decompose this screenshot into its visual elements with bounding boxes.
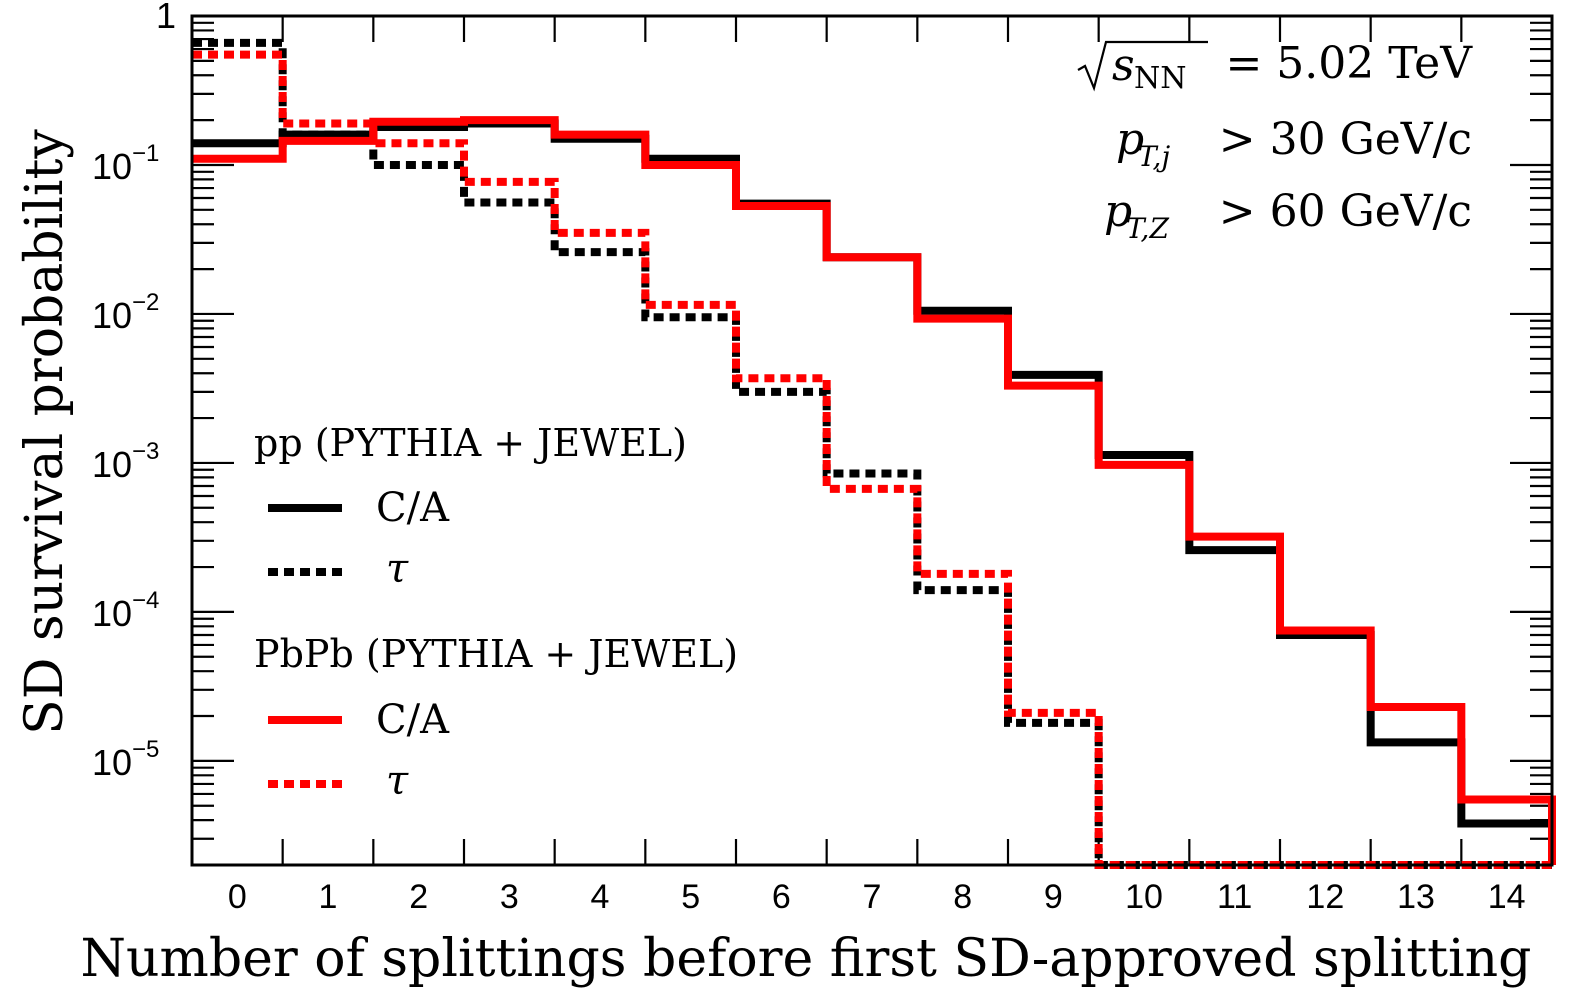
x-tick-label: 6 bbox=[772, 878, 791, 916]
annotation-sqrt-s-value: = 5.02 TeV bbox=[1225, 38, 1473, 89]
annotation-pt-z-symbol: p bbox=[1104, 186, 1132, 237]
x-tick-label: 2 bbox=[409, 878, 428, 916]
x-axis-label: Number of splittings before first SD-app… bbox=[81, 929, 1532, 989]
y-tick-label-exponent: −4 bbox=[132, 587, 159, 614]
legend-label-pbpb-ca: C/A bbox=[376, 697, 450, 743]
plot-frame bbox=[190, 14, 1554, 867]
y-tick-labels: 110−110−210−310−410−5 bbox=[92, 0, 176, 783]
x-tick-label: 14 bbox=[1488, 878, 1526, 916]
annotation-pt-jet-value: > 30 GeV/c bbox=[1219, 114, 1472, 165]
x-tick-label: 7 bbox=[863, 878, 882, 916]
x-tick-label: 0 bbox=[228, 878, 247, 916]
y-tick-label: 10 bbox=[92, 146, 132, 187]
legend-label-pp-ca: C/A bbox=[376, 485, 450, 531]
legend-label-pbpb-tau: τ bbox=[386, 758, 409, 804]
legend-group-title-pbpb: PbPb (PYTHIA + JEWEL) bbox=[254, 632, 738, 676]
x-tick-label: 8 bbox=[953, 878, 972, 916]
y-tick-label-exponent: −1 bbox=[132, 140, 159, 167]
legend-label-pp-tau: τ bbox=[386, 546, 409, 592]
legend: pp (PYTHIA + JEWEL) C/A τ PbPb (PYTHIA +… bbox=[254, 421, 738, 804]
x-tick-label: 10 bbox=[1125, 878, 1163, 916]
annotation-pt-z-value: > 60 GeV/c bbox=[1219, 186, 1472, 237]
y-tick-label: 10 bbox=[92, 444, 132, 485]
x-tick-label: 3 bbox=[500, 878, 519, 916]
major-ticks bbox=[192, 14, 1552, 865]
annotation-sqrt-s-symbol: s bbox=[1112, 40, 1135, 91]
annotation-pt-jet-symbol: p bbox=[1116, 114, 1144, 165]
annotation-pt-jet-subscript: T,j bbox=[1138, 140, 1170, 173]
x-tick-label: 4 bbox=[591, 878, 610, 916]
x-tick-labels: 0 1 2 3 4 5 6 7 8 9 10 11 12 13 14 bbox=[228, 878, 1526, 916]
y-tick-label-exponent: −3 bbox=[132, 438, 159, 465]
sqrt-sign bbox=[1077, 40, 1208, 92]
y-axis-label: SD survival probability bbox=[15, 129, 75, 735]
x-tick-label: 9 bbox=[1044, 878, 1063, 916]
series-pbpb-c-a bbox=[192, 116, 1556, 865]
y-tick-label: 10 bbox=[92, 295, 132, 336]
annotation-sqrt-s: s NN = 5.02 TeV bbox=[1077, 38, 1473, 96]
y-tick-label: 10 bbox=[92, 593, 132, 634]
x-tick-label: 13 bbox=[1397, 878, 1435, 916]
x-tick-label: 12 bbox=[1306, 878, 1344, 916]
x-tick-label: 11 bbox=[1217, 878, 1252, 916]
legend-group-title-pp: pp (PYTHIA + JEWEL) bbox=[254, 421, 687, 465]
x-tick-label: 5 bbox=[681, 878, 700, 916]
y-tick-label-exponent: −2 bbox=[132, 289, 159, 316]
x-tick-label: 1 bbox=[319, 878, 338, 916]
y-tick-label: 10 bbox=[92, 742, 132, 783]
annotation-pt-z-subscript: T,Z bbox=[1126, 212, 1169, 245]
annotation-sqrt-s-subscript: NN bbox=[1134, 61, 1187, 96]
y-tick-label-exponent: −5 bbox=[132, 736, 159, 763]
annotation-pt-z: p T,Z > 60 GeV/c bbox=[1104, 186, 1472, 245]
y-tick-label: 1 bbox=[156, 0, 176, 36]
annotation-pt-jet: p T,j > 30 GeV/c bbox=[1116, 114, 1472, 173]
